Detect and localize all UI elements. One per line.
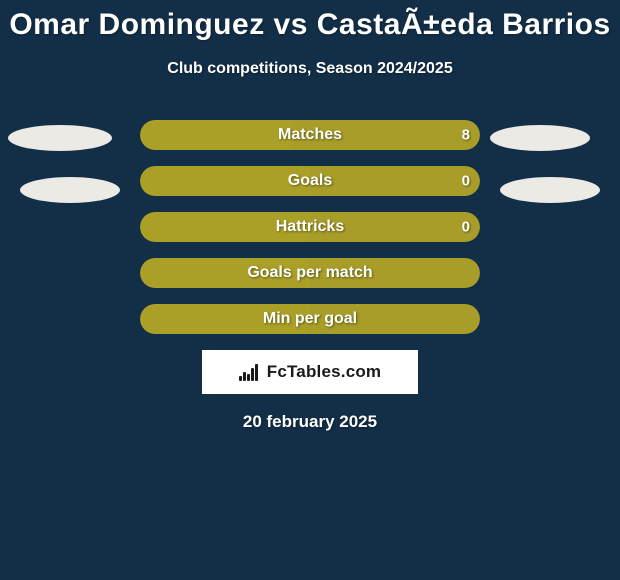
decorative-ellipse: [500, 177, 600, 203]
page-title: Omar Dominguez vs CastaÃ±eda Barrios: [0, 0, 620, 42]
stat-bar-right: [310, 166, 480, 196]
page-subtitle: Club competitions, Season 2024/2025: [0, 60, 620, 78]
stat-row: Hattricks0: [140, 212, 480, 242]
fctables-logo-icon: [239, 363, 261, 381]
stat-row: Matches8: [140, 120, 480, 150]
stat-bar-left: [140, 166, 310, 196]
brand-box: FcTables.com: [202, 350, 418, 394]
stats-container: Matches8 Goals0 Hattricks0 Goals per match M…: [140, 120, 480, 334]
brand-text: FcTables.com: [267, 362, 382, 382]
stat-bar-right: [310, 212, 480, 242]
stat-bar-right: [310, 258, 480, 288]
decorative-ellipse: [8, 125, 112, 151]
decorative-ellipse: [20, 177, 120, 203]
stat-bar-left: [140, 304, 310, 334]
stat-bar-right: [310, 304, 480, 334]
stat-bar-left: [140, 212, 310, 242]
stat-row: Goals0: [140, 166, 480, 196]
stat-bar-left: [140, 258, 310, 288]
stat-row: Goals per match: [140, 258, 480, 288]
decorative-ellipse: [490, 125, 590, 151]
date-label: 20 february 2025: [0, 412, 620, 432]
stat-bar-left: [140, 120, 293, 150]
stat-row: Min per goal: [140, 304, 480, 334]
stat-bar-right: [293, 120, 480, 150]
